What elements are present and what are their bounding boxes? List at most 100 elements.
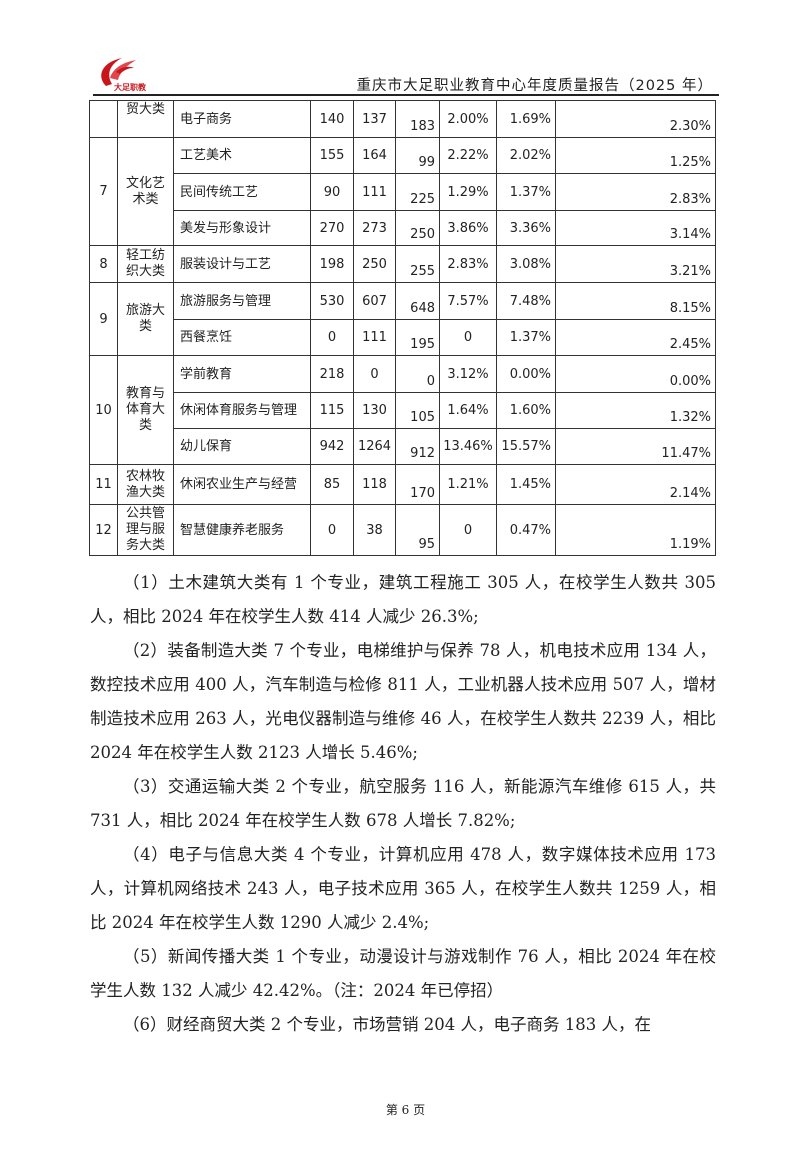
table-cell: 95 <box>395 504 440 556</box>
major-name: 学前教育 <box>173 355 311 393</box>
table-cell: 1.29% <box>439 173 497 211</box>
page-number: 第 6 页 <box>385 1103 426 1117</box>
category: 文化艺术类 <box>117 137 174 246</box>
table-cell: 530 <box>310 282 354 320</box>
page-header: 大足职教 重庆市大足职业教育中心年度质量报告（2025 年） <box>0 0 811 100</box>
table-cell: 270 <box>310 210 354 246</box>
major-name: 服装设计与工艺 <box>173 245 311 283</box>
table-row: 美发与形象设计 270 273 250 3.86% 3.36% 3.14% <box>90 210 716 246</box>
major-name: 智慧健康养老服务 <box>173 504 311 556</box>
table-cell: 111 <box>353 319 396 356</box>
table-cell: 2.83% <box>439 245 497 283</box>
table-cell: 225 <box>395 173 440 211</box>
row-number: 9 <box>89 282 118 356</box>
table-cell: 273 <box>353 210 396 246</box>
table-cell: 218 <box>310 355 354 393</box>
table-cell: 0 <box>310 319 354 356</box>
table-row: 8 轻工纺织大类 服装设计与工艺 198 250 255 2.83% 3.08% 3.21% <box>89 245 716 283</box>
category: 公共管理与服务大类 <box>117 504 174 556</box>
table-cell: 1.37% <box>496 173 556 211</box>
table-cell: 198 <box>310 245 354 283</box>
paragraph: （1）土木建筑大类有 1 个专业，建筑工程施工 305 人，在校学生人数共 30… <box>90 573 716 626</box>
table-cell: 13.46% <box>439 428 497 465</box>
table-cell: 111 <box>353 173 396 211</box>
table-cell: 250 <box>353 245 396 283</box>
table-cell: 2.14% <box>555 464 716 505</box>
table-cell: 3.14% <box>555 210 716 246</box>
table-cell: 118 <box>353 464 396 505</box>
table-cell: 155 <box>310 137 354 174</box>
table-cell: 3.21% <box>555 245 716 283</box>
table-row: 9 旅游大类 旅游服务与管理 530 607 648 7.57% 7.48% 8.15% <box>89 282 716 356</box>
table-cell: 0 <box>395 355 440 393</box>
svg-text:大足职教: 大足职教 <box>114 82 147 92</box>
table-cell: 250 <box>395 210 440 246</box>
table-cell: 2.00% <box>439 100 497 138</box>
table-cell: 99 <box>395 137 440 174</box>
table-cell: 3.08% <box>496 245 556 283</box>
table-cell: 38 <box>353 504 396 556</box>
major-name: 民间传统工艺 <box>173 173 311 211</box>
table-cell: 1.69% <box>496 100 556 138</box>
table-cell: 1.32% <box>555 392 716 429</box>
table-row: 贸大类 电子商务 140 137 183 2.00% 1.69% 2.30% <box>89 100 716 138</box>
table-cell: 1.19% <box>555 504 716 556</box>
paragraph: （4）电子与信息大类 4 个专业，计算机应用 478 人，数字媒体技术应用 17… <box>90 845 716 932</box>
table-row: 10 教育与体育大类 学前教育 218 0 0 3.12% 0.00% 0.00% <box>89 355 716 465</box>
paragraph: （2）装备制造大类 7 个专业，电梯维护与保养 78 人，机电技术应用 134 … <box>90 641 716 762</box>
table-cell: 0.47% <box>496 504 556 556</box>
table-cell: 2.22% <box>439 137 497 174</box>
table-row: 幼儿保育 942 1264 912 13.46% 15.57% 11.47% <box>90 428 716 465</box>
table-cell: 912 <box>395 428 440 465</box>
table-cell: 1.64% <box>439 392 497 429</box>
table-cell: 7.48% <box>496 282 556 320</box>
category: 轻工纺织大类 <box>117 245 174 283</box>
table-cell: 0 <box>310 504 354 556</box>
paragraph: （3）交通运输大类 2 个专业，航空服务 116 人，新能源汽车维修 615 人… <box>90 777 716 830</box>
school-logo: 大足职教 <box>101 58 147 92</box>
table-cell: 183 <box>395 100 440 138</box>
table-cell: 90 <box>310 173 354 211</box>
table-cell: 2.30% <box>555 100 716 138</box>
row-number: 10 <box>89 355 118 465</box>
table-row: 休闲体育服务与管理 115 130 105 1.64% 1.60% 1.32% <box>90 392 716 429</box>
major-name: 电子商务 <box>173 100 311 138</box>
table-cell: 1.21% <box>439 464 497 505</box>
major-name: 西餐烹饪 <box>173 319 311 356</box>
category: 旅游大类 <box>117 282 174 356</box>
row-number: 7 <box>89 137 118 246</box>
table-cell: 85 <box>310 464 354 505</box>
table-cell: 164 <box>353 137 396 174</box>
table-cell: 0 <box>439 504 497 556</box>
table-cell: 0.00% <box>496 355 556 393</box>
category: 教育与体育大类 <box>117 355 174 465</box>
table-cell: 2.02% <box>496 137 556 174</box>
enrollment-table: 贸大类 电子商务 140 137 183 2.00% 1.69% 2.30% 7 文化艺术类 工艺美… <box>89 100 716 556</box>
row-number <box>89 100 118 138</box>
table-row: 7 文化艺术类 工艺美术 155 164 99 2.22% 2.02% 1.25% <box>89 137 716 246</box>
paragraph: （5）新闻传播大类 1 个专业，动漫设计与游戏制作 76 人，相比 2024 年… <box>90 947 716 1000</box>
header-rule <box>93 94 719 96</box>
major-name: 工艺美术 <box>173 137 311 174</box>
row-number: 11 <box>89 464 118 505</box>
table-cell: 607 <box>353 282 396 320</box>
table-cell: 105 <box>395 392 440 429</box>
paragraph: （6）财经商贸大类 2 个专业，市场营销 204 人，电子商务 183 人，在 <box>123 1015 651 1034</box>
table-cell: 195 <box>395 319 440 356</box>
category: 贸大类 <box>117 100 174 138</box>
table-row: 11 农林牧渔大类 休闲农业生产与经营 85 118 170 1.21% 1.45% 2.14% <box>89 464 716 505</box>
major-name: 旅游服务与管理 <box>173 282 311 320</box>
table-cell: 255 <box>395 245 440 283</box>
table-cell: 11.47% <box>555 428 716 465</box>
table-row: 民间传统工艺 90 111 225 1.29% 1.37% 2.83% <box>90 173 716 211</box>
header-title: 重庆市大足职业教育中心年度质量报告（2025 年） <box>356 78 713 94</box>
table-cell: 1.37% <box>496 319 556 356</box>
table-cell: 7.57% <box>439 282 497 320</box>
row-number: 8 <box>89 245 118 283</box>
table-cell: 1.45% <box>496 464 556 505</box>
table-cell: 130 <box>353 392 396 429</box>
table-cell: 1.25% <box>555 137 716 174</box>
major-name: 美发与形象设计 <box>173 210 311 246</box>
table-cell: 0 <box>439 319 497 356</box>
